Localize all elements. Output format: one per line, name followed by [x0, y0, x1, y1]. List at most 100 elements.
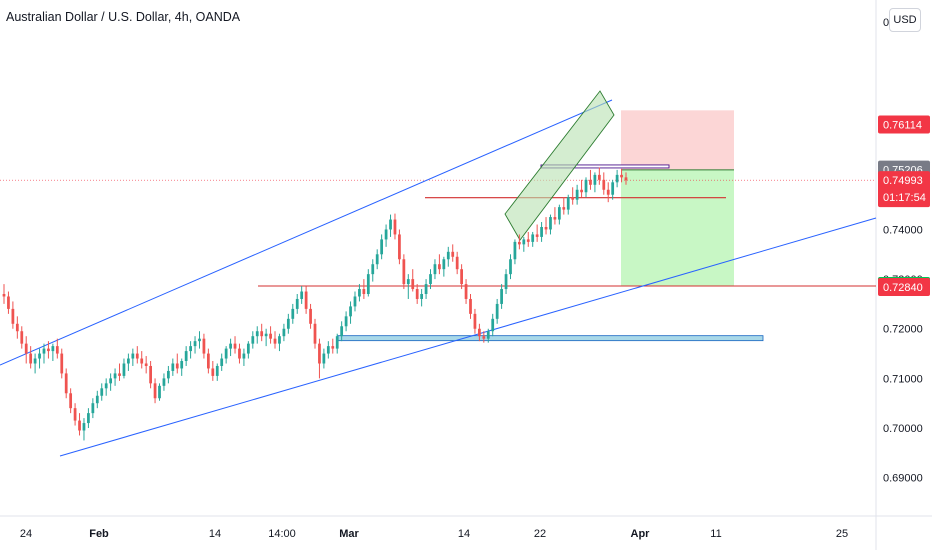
candle: [153, 378, 157, 404]
candle: [104, 378, 108, 396]
candle-body: [362, 289, 366, 295]
candle-body: [127, 358, 130, 364]
candle-body: [109, 378, 113, 384]
upper-trendline: [0, 99, 613, 366]
candle-body: [51, 346, 55, 352]
support-zone: [337, 335, 764, 342]
candle-body: [580, 189, 583, 193]
candle: [211, 361, 215, 381]
candle-body: [384, 229, 388, 240]
candle: [29, 346, 33, 369]
candle: [38, 348, 41, 369]
candle: [15, 316, 19, 339]
currency-button[interactable]: USD: [889, 8, 921, 32]
candle: [291, 303, 295, 324]
candle-body: [33, 358, 37, 364]
candle: [171, 358, 175, 376]
candle-body: [615, 174, 619, 183]
candle-body: [531, 234, 535, 242]
candle-body: [500, 289, 503, 304]
candle-body: [371, 264, 375, 275]
candle-body: [95, 395, 99, 404]
candle: [246, 341, 250, 359]
candle: [91, 398, 95, 419]
candle-body: [104, 383, 108, 389]
candle-body: [349, 306, 352, 317]
candle: [47, 341, 50, 359]
candle: [495, 298, 499, 324]
candle-body: [47, 348, 50, 352]
candle-body: [158, 385, 161, 399]
candle: [513, 239, 517, 265]
candle-body: [442, 259, 446, 270]
candle: [522, 236, 526, 252]
candle: [606, 182, 610, 203]
candle: [526, 231, 530, 247]
candle: [478, 323, 481, 342]
candle: [158, 383, 161, 401]
price-axis[interactable]: 0.690000.700000.710000.720000.740000.730…: [878, 17, 930, 485]
candle-body: [149, 365, 152, 384]
candle: [340, 321, 344, 342]
candle: [500, 284, 503, 309]
candle: [33, 353, 37, 374]
candle-body: [406, 279, 410, 285]
candle: [113, 368, 117, 386]
candle-body: [91, 403, 95, 414]
price-tick-label: 0.: [883, 17, 892, 29]
candle-body: [433, 264, 437, 275]
candle-body: [87, 413, 90, 424]
candle-body: [82, 423, 86, 431]
countdown-label: 01:17:54: [883, 192, 926, 204]
time-axis[interactable]: 24 Feb 14 14:00 Mar 14 22 Apr 11 25: [20, 528, 848, 540]
candle-body: [131, 353, 135, 359]
candle-body: [575, 189, 579, 200]
candle: [620, 168, 623, 183]
candle: [451, 244, 455, 262]
candle: [531, 231, 535, 247]
candle-body: [286, 318, 290, 329]
candle: [424, 279, 428, 299]
candle: [335, 333, 339, 354]
candle: [295, 294, 299, 314]
candle: [251, 331, 255, 349]
candle: [273, 331, 277, 349]
candle-body: [118, 373, 121, 376]
candle: [393, 213, 397, 240]
candle: [371, 259, 375, 282]
candle: [469, 294, 472, 319]
candle: [380, 234, 384, 260]
candle-body: [175, 363, 179, 369]
candle: [366, 269, 370, 297]
candle-body: [269, 333, 272, 339]
candle-body: [180, 361, 184, 369]
candle-body: [224, 348, 228, 359]
price-tag-box: [878, 115, 930, 134]
candle: [566, 194, 570, 215]
candle-body: [495, 303, 499, 319]
candle-body: [202, 338, 206, 354]
candle-body: [233, 343, 237, 349]
candle: [55, 338, 59, 359]
candle-body: [282, 328, 286, 337]
candle-body: [291, 308, 295, 319]
candle-body: [55, 346, 59, 354]
candle-body: [193, 341, 197, 347]
candle-body: [562, 207, 566, 210]
candle-body: [184, 351, 188, 362]
candle: [540, 222, 543, 242]
candle-body: [566, 197, 570, 210]
candle: [389, 214, 392, 237]
candle: [358, 284, 361, 302]
candle-body: [153, 383, 157, 399]
price-tick-label: 0.69000: [883, 473, 923, 485]
candle-body: [353, 296, 357, 307]
candle-body: [549, 217, 552, 230]
candle: [82, 418, 86, 441]
candle: [215, 363, 219, 381]
candle: [175, 353, 179, 374]
candle-body: [620, 174, 623, 178]
candle: [51, 343, 55, 362]
candle-body: [420, 294, 424, 299]
